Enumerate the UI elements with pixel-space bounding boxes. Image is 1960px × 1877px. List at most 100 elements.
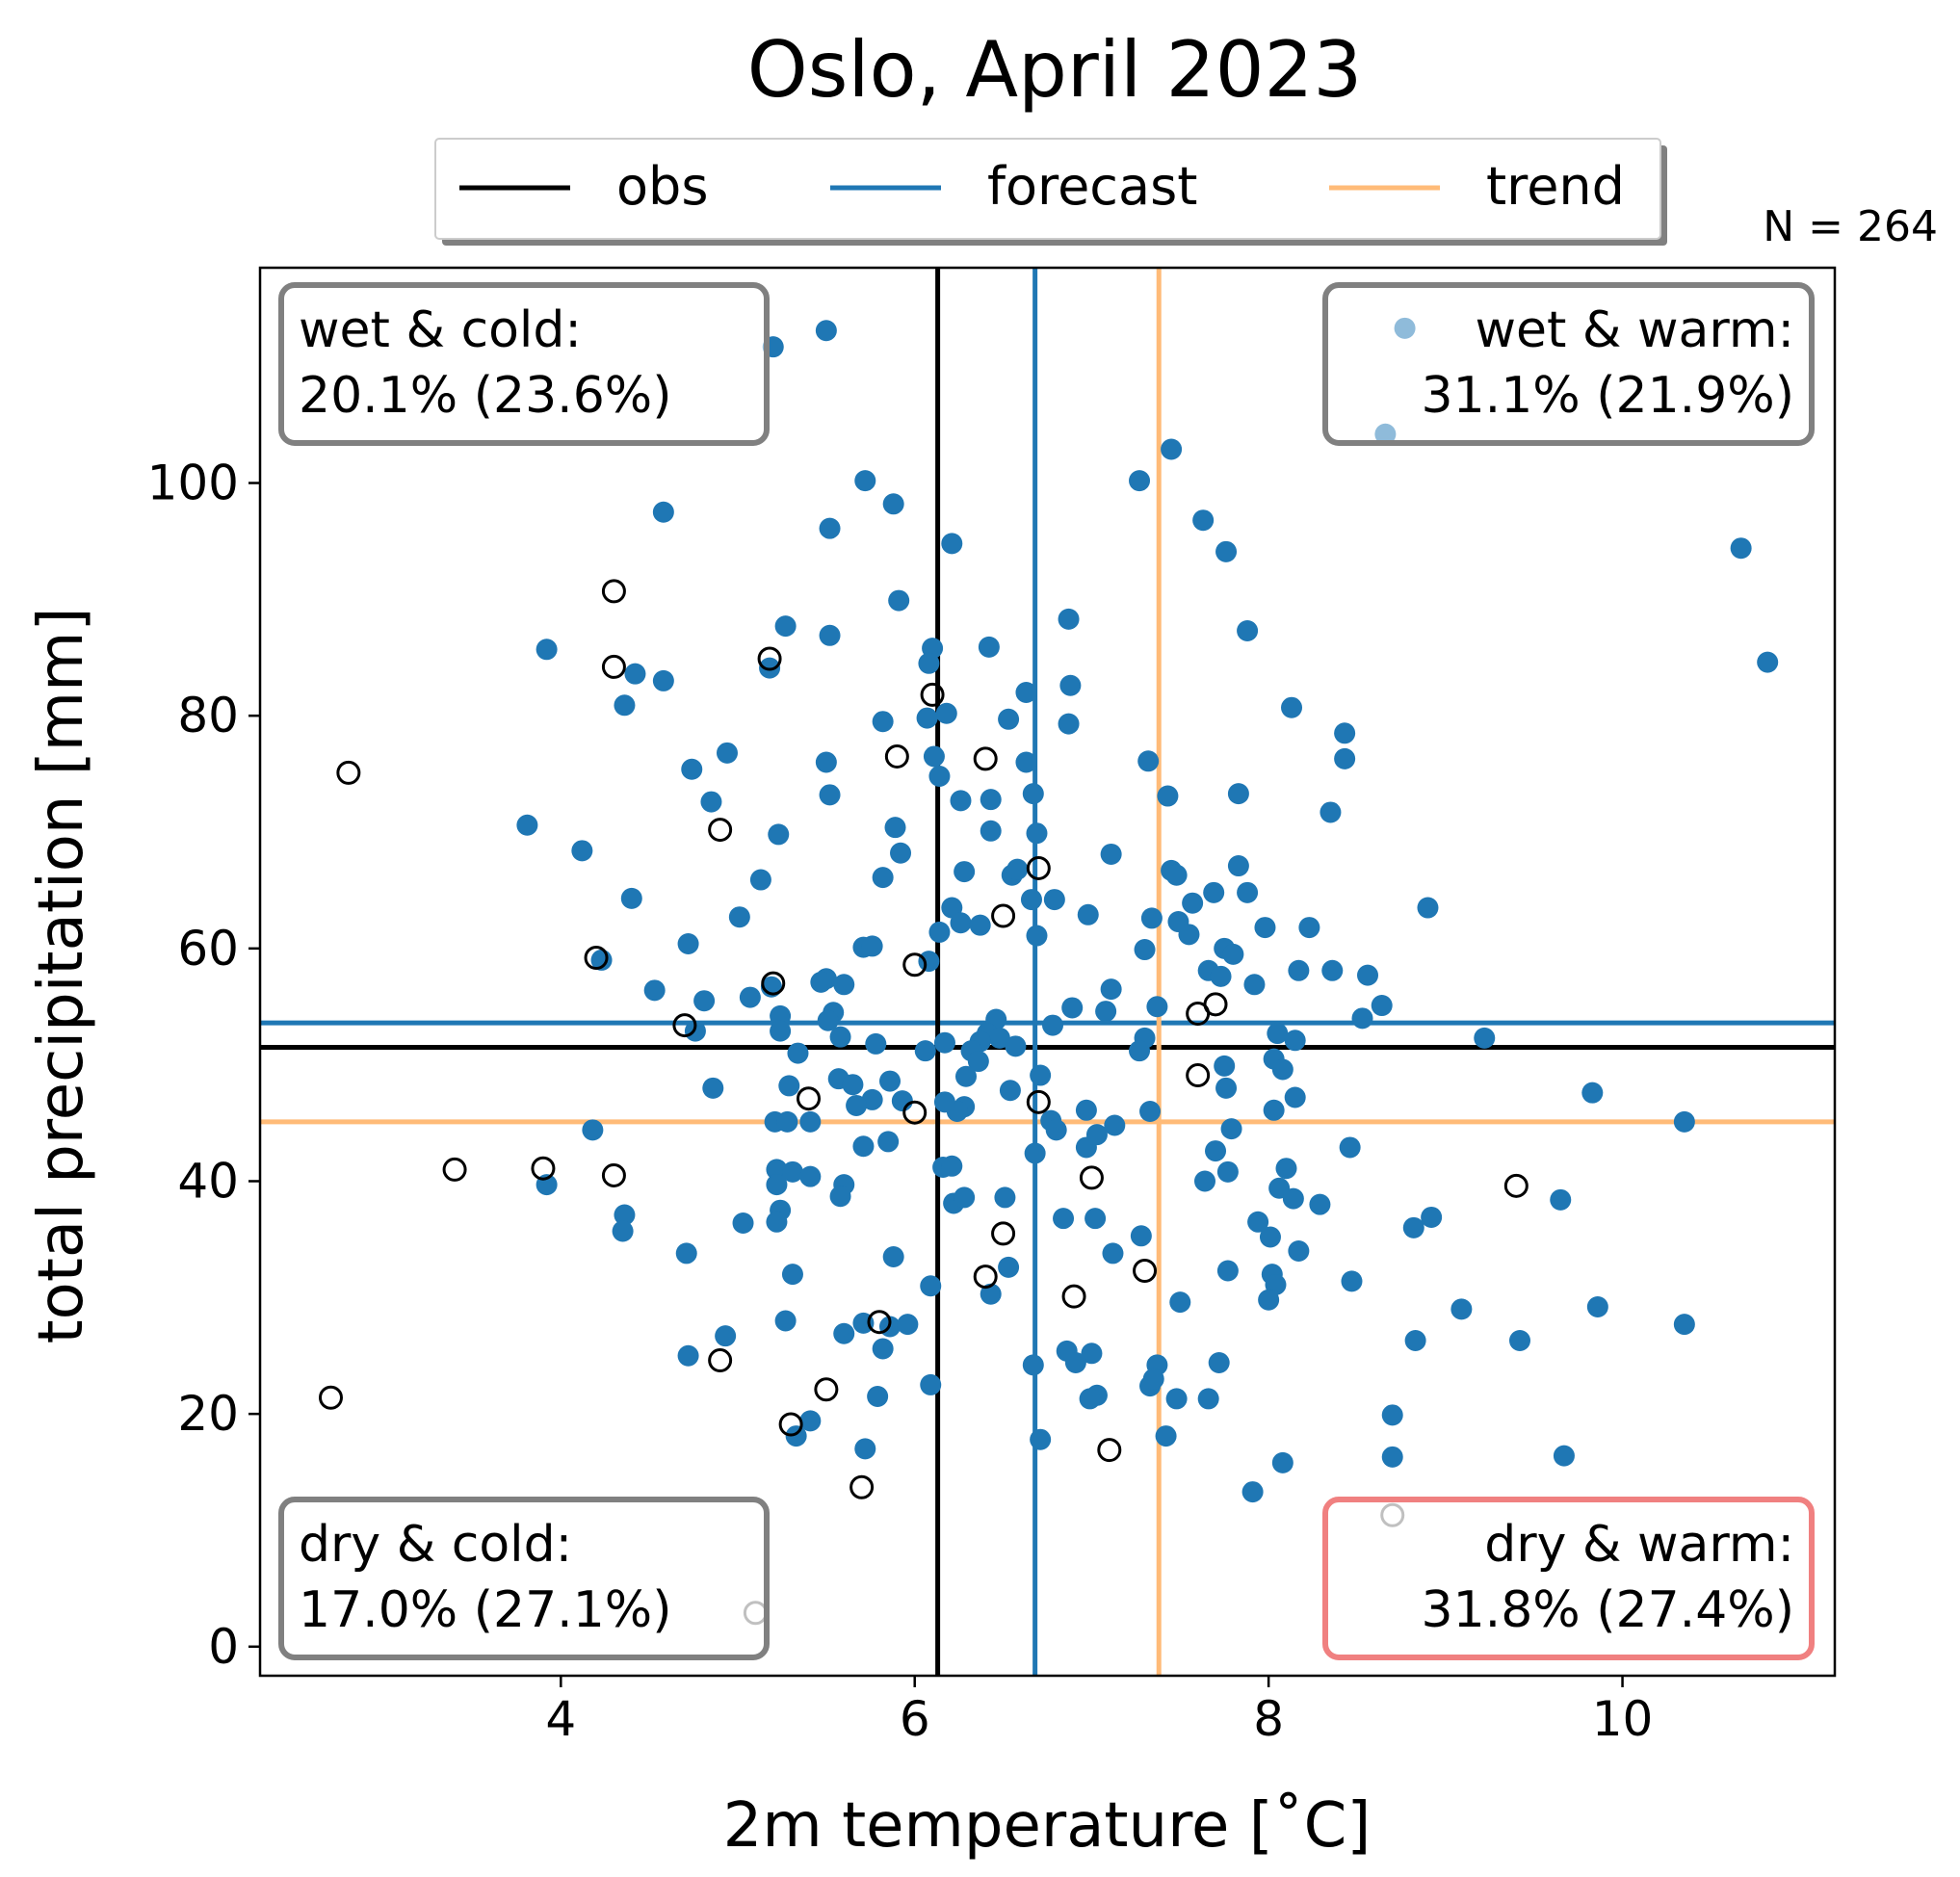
legend-trend-label: trend (1486, 156, 1625, 217)
point-forecast (1061, 997, 1084, 1019)
quadrant-box-bottom-right (1322, 1497, 1815, 1660)
point-forecast (1006, 858, 1029, 880)
point-forecast (891, 1090, 913, 1112)
point-forecast (1334, 747, 1356, 769)
point-forecast (1161, 438, 1183, 460)
axes-frame (258, 266, 1837, 1678)
point-forecast (1045, 1119, 1067, 1141)
point-forecast (861, 1088, 883, 1110)
point-forecast (749, 869, 771, 891)
quadrant-label-top-left: wet & cold: (299, 301, 582, 359)
point-forecast (675, 1242, 697, 1264)
point-forecast (1267, 1023, 1289, 1045)
point-forecast (1015, 682, 1037, 704)
data-marks (260, 268, 1835, 1676)
point-obs (991, 1221, 1016, 1246)
point-forecast (1237, 881, 1259, 903)
point-forecast (1421, 1206, 1443, 1228)
point-forecast (967, 1051, 989, 1073)
point-obs (1026, 1089, 1051, 1114)
point-forecast (1142, 1368, 1164, 1390)
point-obs (796, 1086, 821, 1111)
point-forecast (700, 791, 722, 813)
point-forecast (1371, 995, 1393, 1017)
point-forecast (677, 933, 699, 955)
point-forecast (1053, 1208, 1075, 1230)
quadrant-value-top-left: 20.1% (23.6%) (299, 367, 672, 425)
point-forecast (916, 707, 938, 729)
point-forecast (897, 1314, 919, 1336)
point-obs (902, 952, 928, 978)
point-forecast (928, 921, 951, 943)
point-obs (973, 746, 998, 771)
point-forecast (999, 1080, 1021, 1102)
point-forecast (716, 742, 738, 764)
point-forecast (774, 615, 797, 638)
point-obs (708, 1348, 733, 1373)
point-forecast (1139, 1100, 1162, 1122)
point-forecast (571, 840, 593, 862)
point-forecast (799, 1165, 822, 1187)
point-forecast (776, 1110, 798, 1133)
x-tick-label: 4 (545, 1691, 576, 1747)
point-forecast (1026, 925, 1048, 947)
point-forecast (1140, 907, 1163, 929)
point-forecast (1095, 1001, 1117, 1023)
point-forecast (536, 639, 558, 661)
point-forecast (1550, 1188, 1572, 1211)
point-forecast (888, 589, 910, 612)
point-forecast (787, 1042, 809, 1064)
point-forecast (1165, 864, 1188, 886)
point-forecast (1281, 696, 1303, 718)
point-forecast (1357, 964, 1379, 986)
point-forecast (1102, 1242, 1124, 1264)
point-obs (318, 1385, 343, 1410)
point-forecast (819, 517, 841, 539)
point-forecast (1100, 843, 1122, 865)
point-forecast (1064, 1351, 1086, 1373)
point-forecast (988, 1027, 1010, 1049)
point-forecast (1030, 1428, 1052, 1450)
point-obs (601, 654, 626, 679)
point-forecast (1205, 1140, 1227, 1162)
point-obs (902, 1100, 928, 1125)
point-forecast (829, 1186, 851, 1208)
point-forecast (778, 1075, 800, 1097)
point-forecast (941, 533, 963, 555)
point-forecast (1100, 978, 1122, 1001)
point-forecast (882, 493, 904, 515)
point-obs (814, 1377, 839, 1402)
point-forecast (1243, 974, 1266, 996)
point-obs (1061, 1284, 1086, 1309)
quadrant-value-bottom-left: 17.0% (27.1%) (299, 1581, 672, 1639)
point-forecast (1146, 996, 1168, 1018)
quadrant-label-bottom-right: dry & warm: (1484, 1516, 1794, 1574)
point-forecast (1022, 783, 1044, 805)
point-forecast (1134, 939, 1156, 961)
point-forecast (1757, 651, 1779, 673)
point-forecast (882, 1246, 904, 1268)
point-forecast (1182, 892, 1204, 914)
point-forecast (715, 1325, 737, 1347)
point-obs (778, 1412, 803, 1437)
point-forecast (941, 1155, 963, 1177)
point-forecast (819, 784, 841, 806)
point-obs (531, 1156, 556, 1181)
point-forecast (1271, 1451, 1294, 1473)
point-forecast (950, 790, 972, 812)
point-forecast (969, 914, 991, 936)
point-forecast (1137, 750, 1160, 772)
y-tick-label: 80 (177, 688, 239, 743)
point-forecast (933, 1091, 955, 1113)
point-forecast (817, 1009, 839, 1031)
point-forecast (1417, 897, 1439, 919)
point-forecast (872, 1338, 894, 1360)
point-obs (867, 1310, 892, 1335)
point-forecast (1208, 1351, 1230, 1373)
point-forecast (1058, 608, 1080, 630)
point-forecast (739, 986, 761, 1008)
x-tick-label: 10 (1592, 1691, 1654, 1747)
point-obs (849, 1474, 875, 1499)
